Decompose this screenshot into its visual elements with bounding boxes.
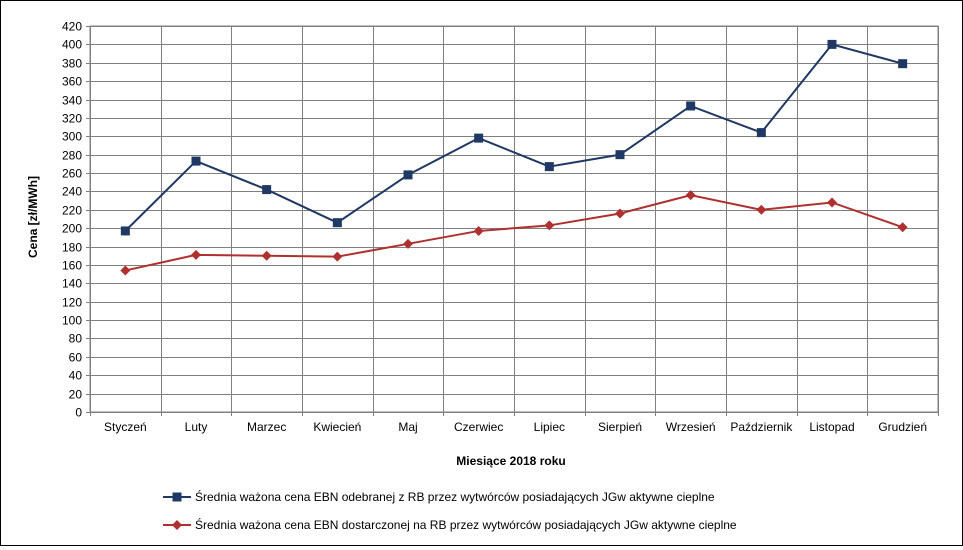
data-point-diamond [756, 204, 767, 215]
y-tick-label: 20 [69, 388, 83, 402]
y-tick-label: 200 [62, 222, 82, 236]
axes: 0 20 40 60 80 100 120 140 160 180 200 220 240 260 280 3… [62, 20, 927, 435]
y-tick-label: 260 [62, 167, 82, 181]
data-point-square [827, 39, 837, 49]
y-tick-label: 140 [62, 277, 82, 291]
data-point-square [120, 226, 130, 236]
data-point-diamond [685, 190, 696, 201]
x-tick-label: Sierpień [598, 420, 642, 434]
legend-marker-square [172, 492, 182, 502]
legend-item-2: Średnia ważona cena EBN dostarczonej na … [163, 517, 737, 532]
y-tick-label: 220 [62, 204, 82, 218]
legend-marker-diamond [172, 520, 182, 530]
data-point-square [544, 162, 554, 172]
y-tick-label: 420 [62, 20, 82, 34]
data-point-diamond [544, 220, 555, 231]
data-point-diamond [191, 249, 201, 260]
x-tick-label: Lipiec [534, 420, 565, 434]
data-point-diamond [827, 197, 837, 208]
x-tick-label: Maj [398, 420, 417, 434]
x-tick-label: Wrzesień [666, 420, 716, 434]
x-tick-label: Czerwiec [454, 420, 503, 434]
y-tick-label: 120 [62, 296, 82, 310]
data-point-diamond [120, 265, 131, 276]
y-tick-label: 280 [62, 149, 82, 163]
data-point-square [403, 170, 413, 180]
series-layer [120, 39, 908, 276]
data-point-square [262, 185, 272, 195]
y-tick-label: 400 [62, 38, 82, 52]
data-point-square [615, 150, 625, 160]
series-line [124, 43, 903, 232]
data-point-diamond [403, 238, 413, 249]
grid [89, 25, 939, 416]
y-tick-label: 160 [62, 259, 82, 273]
y-tick-label: 0 [75, 406, 82, 420]
x-tick-label: Marzec [247, 420, 286, 434]
data-point-diamond [332, 251, 343, 262]
legend-label: Średnia ważona cena EBN odebranej z RB p… [195, 489, 715, 504]
y-tick-label: 80 [69, 332, 83, 346]
data-point-diamond [615, 208, 625, 219]
x-tick-label: Luty [185, 420, 208, 434]
data-point-diamond [261, 250, 272, 261]
data-point-square [756, 128, 766, 138]
series-line [125, 194, 903, 272]
y-tick-label: 40 [69, 369, 83, 383]
y-tick-label: 340 [62, 94, 82, 108]
y-tick-label: 320 [62, 112, 82, 126]
series-1 [120, 39, 908, 236]
x-tick-label: Styczeń [104, 420, 147, 434]
data-point-diamond [897, 222, 908, 233]
y-tick-label: 240 [62, 185, 82, 199]
y-tick-label: 380 [62, 57, 82, 71]
data-point-diamond [473, 225, 484, 236]
data-point-square [332, 218, 342, 228]
y-tick-label: 60 [69, 351, 83, 365]
x-tick-label: Kwiecień [313, 420, 361, 434]
x-axis-title: Miesiące 2018 roku [456, 454, 565, 468]
y-tick-label: 100 [62, 314, 82, 328]
data-point-square [474, 133, 484, 143]
data-point-square [191, 156, 201, 166]
y-tick-label: 360 [62, 75, 82, 89]
y-axis-title: Cena [zł/MWh] [26, 176, 40, 258]
data-point-square [686, 101, 696, 111]
y-tick-label: 180 [62, 241, 82, 255]
legend-label: Średnia ważona cena EBN dostarczonej na … [195, 517, 737, 532]
data-point-square [898, 59, 908, 69]
legend-item-1: Średnia ważona cena EBN odebranej z RB p… [163, 489, 715, 504]
x-tick-label: Grudzień [878, 420, 927, 434]
legend: Średnia ważona cena EBN odebranej z RB p… [163, 489, 737, 532]
series-2 [120, 190, 908, 276]
x-tick-label: Listopad [809, 420, 854, 434]
x-tick-label: Październik [730, 420, 793, 434]
y-tick-label: 300 [62, 130, 82, 144]
